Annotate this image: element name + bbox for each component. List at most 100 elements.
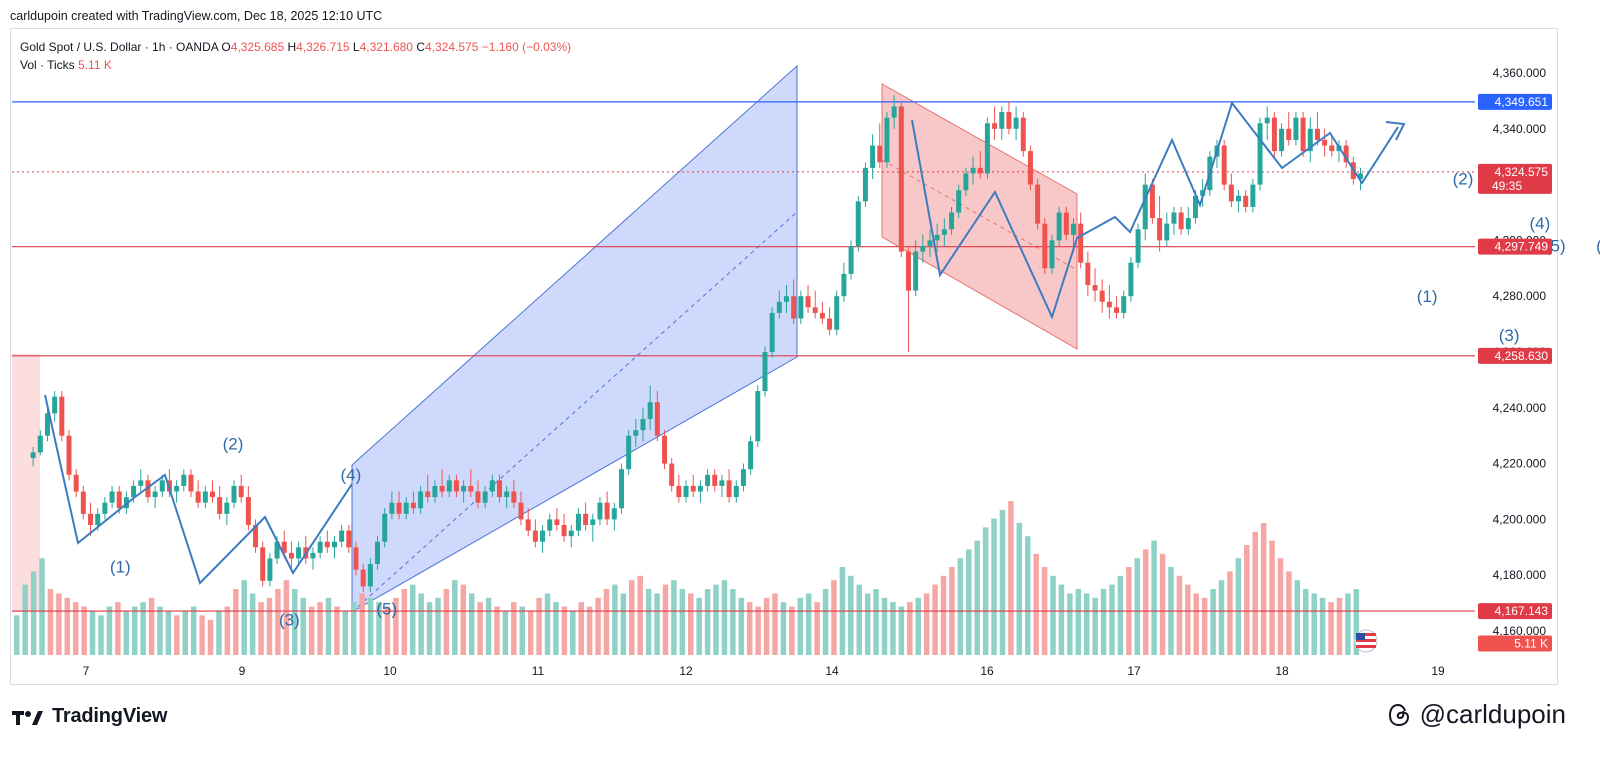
volume-bar <box>1100 589 1107 655</box>
candle-body <box>819 312 825 319</box>
candle-body <box>1343 145 1349 163</box>
candle-body <box>1358 173 1363 180</box>
volume-bar <box>367 597 374 655</box>
high-value: 4,326.715 <box>296 40 350 54</box>
symbol-legend: Gold Spot / U.S. Dollar · 1h · OANDA O4,… <box>20 40 571 54</box>
volume-bar <box>688 593 694 655</box>
candle-body <box>181 474 187 486</box>
candle-body <box>389 502 395 514</box>
volume-bar <box>1151 540 1157 655</box>
volume-bar <box>300 597 306 655</box>
candle-body <box>891 106 897 118</box>
candle-body <box>855 201 861 246</box>
volume-bar <box>334 606 340 655</box>
candle-body <box>37 435 43 453</box>
candle-body <box>827 318 833 330</box>
candle-body <box>1013 117 1019 129</box>
candle-body <box>317 541 323 553</box>
volume-bar <box>679 589 686 655</box>
volume-bar <box>1008 501 1014 655</box>
candle-body <box>73 474 79 492</box>
price-label: 4,167.143 <box>1495 604 1549 618</box>
candle-body <box>898 106 904 252</box>
volume-bar <box>1075 589 1082 655</box>
volume-bar <box>64 597 71 655</box>
volume-bar <box>570 611 576 655</box>
candle-body <box>1314 128 1320 140</box>
chart-canvas[interactable]: (1)(2)(3)(4)(5)(1)(2)(3)(4)(5)(1)(2)(3)(… <box>0 0 1600 690</box>
volume-bar <box>620 593 627 655</box>
volume-bar <box>401 589 408 655</box>
volume-bar <box>233 589 239 655</box>
candle-body <box>174 485 180 492</box>
candle-body <box>949 212 955 230</box>
volume-bar <box>763 597 770 655</box>
ascending-channel[interactable] <box>351 64 798 613</box>
volume-bar <box>47 589 54 655</box>
candle-body <box>870 145 876 168</box>
us-flag-icon <box>1356 645 1376 648</box>
candle-body <box>425 491 431 498</box>
volume-bar <box>409 584 416 655</box>
volume-bar <box>578 602 584 655</box>
candle-body <box>217 497 223 514</box>
volume-bar <box>342 611 349 655</box>
candle-body <box>733 485 739 498</box>
volume-bar <box>443 589 450 655</box>
volume-bar <box>1193 593 1199 655</box>
volume-bar <box>182 611 188 655</box>
candle-body <box>52 396 58 414</box>
volume-bar <box>637 575 643 655</box>
candle-body <box>44 413 50 436</box>
wave-label: (1) <box>1417 287 1438 306</box>
candle-body <box>1286 128 1292 140</box>
candle-body <box>762 352 768 392</box>
time-tick-label: 11 <box>532 664 545 678</box>
candle-body <box>410 502 416 509</box>
candle-body <box>604 502 610 520</box>
volume-bar <box>544 593 551 655</box>
price-label: 4,297.749 <box>1495 240 1549 254</box>
candle-body <box>532 530 538 542</box>
volume-bar <box>704 589 711 655</box>
wave-label: (3) <box>279 610 300 629</box>
candle-body <box>920 245 926 252</box>
volume-bar <box>612 584 618 655</box>
volume-bar <box>1328 602 1334 655</box>
tradingview-brand[interactable]: TradingView <box>12 705 167 728</box>
candle-body <box>1114 307 1120 313</box>
candle-body <box>489 480 495 492</box>
time-tick-label: 18 <box>1275 664 1289 678</box>
left-zone <box>12 354 40 612</box>
candle-body <box>905 251 911 291</box>
volume-bar <box>805 593 812 655</box>
close-label: C <box>416 40 425 54</box>
candle-body <box>540 530 546 542</box>
volume-bar <box>1109 584 1115 655</box>
volume-bar <box>746 602 753 655</box>
volume-bar <box>1050 575 1056 655</box>
candle-body <box>518 502 524 520</box>
volume-bar <box>511 602 517 655</box>
candle-body <box>1178 212 1184 230</box>
wave-labels: (1)(2)(3)(4)(5)(1)(2)(3)(4)(5)(1)(2)(3)(… <box>110 170 1600 630</box>
volume-bar <box>266 597 273 655</box>
volume-bar <box>418 593 424 655</box>
candle-body <box>913 251 919 291</box>
candle-body <box>1071 223 1076 235</box>
candle-body <box>1099 290 1105 302</box>
candle-body <box>992 123 998 129</box>
candle-body <box>561 524 567 537</box>
candle-body <box>453 480 459 492</box>
volume-bar <box>275 589 281 655</box>
volume-bar <box>426 602 433 655</box>
candle-body <box>547 519 553 531</box>
candle-body <box>396 502 402 514</box>
price-tick-label: 4,220.000 <box>1493 457 1547 471</box>
candle-body <box>1092 285 1098 291</box>
candle-body <box>1121 296 1127 313</box>
volume-bar <box>940 575 947 655</box>
candle-body <box>1135 229 1141 263</box>
volume-bar <box>873 589 879 655</box>
